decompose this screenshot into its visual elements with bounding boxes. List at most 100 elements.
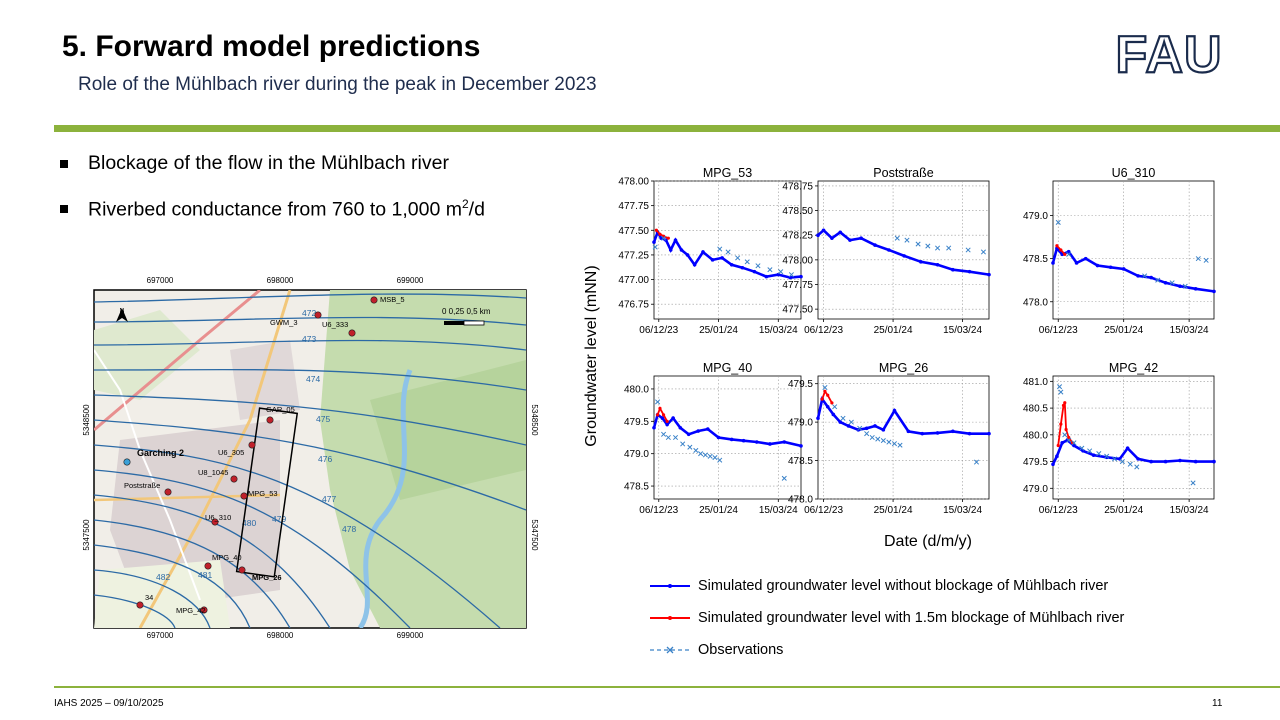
map-well-marker — [211, 518, 219, 526]
series-point-no-blockage — [873, 243, 877, 247]
map-contour-label: 473 — [302, 334, 316, 344]
series-point-no-blockage — [1121, 267, 1126, 271]
panel-xtick-label: 25/01/24 — [1104, 325, 1143, 336]
map-x-tick-top: 697000 — [147, 276, 174, 285]
series-point-no-blockage — [1136, 457, 1140, 461]
series-point-no-blockage — [729, 262, 734, 267]
series-point-no-blockage — [1212, 459, 1216, 464]
series-point-observation — [655, 399, 661, 405]
chart-panels: MPG_53 478.00 477.75 477.50 477.25 477.00 476.… — [618, 166, 1216, 516]
map-well-label: U6_310 — [205, 513, 231, 522]
series-point-no-blockage — [799, 444, 803, 448]
map-contour-label: 472 — [302, 308, 316, 318]
series-point-no-blockage — [816, 416, 820, 421]
series-point-no-blockage — [848, 238, 852, 242]
panel-ytick-label: 479.0 — [1023, 484, 1048, 495]
map-coordinate-ticks: 697000 697000 698000 698000 699000 699000 5348… — [82, 276, 539, 640]
series-point-observation — [1127, 461, 1133, 467]
series-point-no-blockage — [838, 420, 843, 424]
series-point-observation — [778, 269, 784, 275]
chart-panel: Poststraße 478.75 478.50 478.25 478.00 477.75… — [782, 166, 991, 336]
series-point-no-blockage — [705, 427, 710, 431]
panel-ytick-label: 479.0 — [788, 418, 813, 429]
series-point-no-blockage — [652, 240, 656, 244]
series-point-observation — [1062, 432, 1068, 438]
panel-ytick-label: 478.00 — [782, 255, 813, 266]
map-contours — [94, 293, 526, 628]
scale-bar-label: 0 0,25 0,5 km — [442, 307, 491, 316]
chart-panel: U6_310 479.0 478.5 478.0 06/12/23 25/01/24 15/… — [1023, 166, 1216, 336]
series-point-blockage — [666, 236, 670, 240]
series-point-no-blockage — [1163, 459, 1168, 464]
series-point-observation — [693, 447, 699, 454]
series-point-no-blockage — [665, 422, 669, 427]
series-point-observation — [717, 246, 723, 252]
series-point-observation — [980, 249, 986, 255]
panel-ytick-label: 479.0 — [624, 449, 649, 460]
map-well-label: GWM_3 — [270, 318, 298, 327]
series-point-observation — [891, 441, 898, 447]
series-point-blockage — [830, 401, 834, 405]
series-point-no-blockage — [967, 431, 972, 436]
panel-ytick-label: 480.0 — [1023, 430, 1048, 441]
series-point-no-blockage — [1074, 261, 1079, 265]
series-point-observation — [857, 425, 863, 431]
panel-ytick-label: 478.50 — [782, 206, 813, 217]
series-point-observation — [680, 441, 686, 447]
series-point-no-blockage — [668, 248, 673, 252]
legend-swatch-blockage — [650, 616, 690, 620]
series-point-no-blockage — [1072, 443, 1076, 448]
series-point-observation — [946, 245, 952, 251]
series-point-no-blockage — [919, 260, 923, 264]
series-point-observation — [875, 436, 881, 442]
series-point-blockage — [1067, 435, 1071, 440]
series-point-no-blockage — [1104, 455, 1109, 460]
series-point-no-blockage — [752, 269, 757, 274]
scale-bar: 0 0,25 0,5 km — [442, 307, 491, 326]
series-point-no-blockage — [830, 236, 834, 240]
legend-item-observations: Observations — [650, 642, 783, 658]
series-point-blockage — [655, 413, 660, 417]
series-point-no-blockage — [740, 265, 745, 270]
panel-xtick-label: 25/01/24 — [874, 505, 913, 516]
legend-item-no-blockage: Simulated groundwater level without bloc… — [650, 578, 1108, 594]
map-well-marker — [123, 458, 131, 466]
map-contour-label: 480 — [242, 518, 256, 528]
series-point-observation — [1111, 456, 1118, 462]
series-point-blockage — [1063, 401, 1067, 405]
series-line-blockage — [655, 229, 669, 240]
series-point-no-blockage — [652, 425, 656, 430]
series-point-no-blockage — [716, 435, 721, 440]
chart-panel: MPG_53 478.00 477.75 477.50 477.25 477.00 476.… — [618, 166, 803, 336]
series-point-no-blockage — [686, 432, 691, 437]
map-well-marker — [370, 296, 378, 304]
series-point-no-blockage — [673, 238, 678, 242]
map-well-marker — [314, 311, 322, 319]
series-point-no-blockage — [710, 258, 715, 262]
series-point-observation — [661, 235, 667, 241]
map-well-marker — [248, 441, 256, 449]
map-well-label: MSB_5 — [380, 295, 405, 304]
panel-frame — [653, 180, 802, 320]
panel-ytick-label: 477.50 — [782, 305, 813, 316]
panel-ytick-label: 479.5 — [788, 379, 813, 390]
map-well-label: MPG_53 — [248, 489, 278, 498]
study-area-box — [235, 407, 299, 578]
map-y-tick-right: 5348500 — [530, 404, 539, 436]
legend-item-blockage: Simulated groundwater level with 1.5m bl… — [650, 610, 1124, 626]
series-point-no-blockage — [1108, 265, 1113, 270]
map-contour-label: 477 — [322, 494, 336, 504]
series-point-observation — [832, 404, 838, 410]
series-point-observation — [661, 431, 667, 437]
series-point-observation — [1087, 448, 1093, 454]
panel-ytick-label: 478.00 — [618, 177, 649, 188]
series-point-no-blockage — [987, 431, 991, 436]
series-point-observation — [1071, 440, 1077, 446]
series-point-blockage — [826, 393, 830, 397]
series-point-no-blockage — [685, 253, 690, 257]
panel-title: MPG_42 — [1109, 361, 1158, 375]
chart-xlabel: Date (d/m/y) — [884, 533, 972, 550]
chart-panel: MPG_26 479.5 479.0 478.5 478.006/12/23 25/01/… — [788, 361, 991, 516]
map-x-tick-bottom: 698000 — [267, 631, 294, 640]
series-point-observation — [864, 431, 870, 437]
